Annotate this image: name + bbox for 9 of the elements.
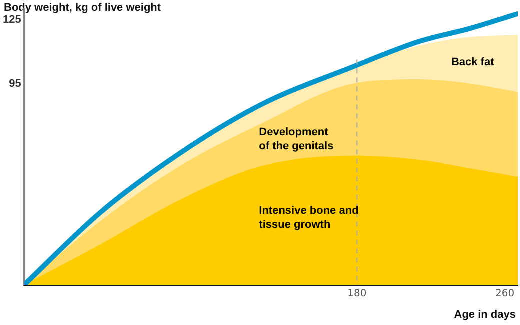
y-axis-title: Body weight, kg of live weight [4, 2, 162, 14]
series-label: Back fat [451, 56, 495, 69]
series-label: Development of the genitals [259, 126, 334, 152]
x-axis-title: Age in days [454, 309, 516, 321]
x-tick-label: 180 [348, 288, 367, 300]
x-tick-label: 260 [496, 288, 515, 300]
series-label: Intensive bone and tissue growth [259, 204, 359, 231]
y-tick-label: 95 [9, 78, 22, 90]
y-tick-label: 125 [2, 14, 22, 26]
